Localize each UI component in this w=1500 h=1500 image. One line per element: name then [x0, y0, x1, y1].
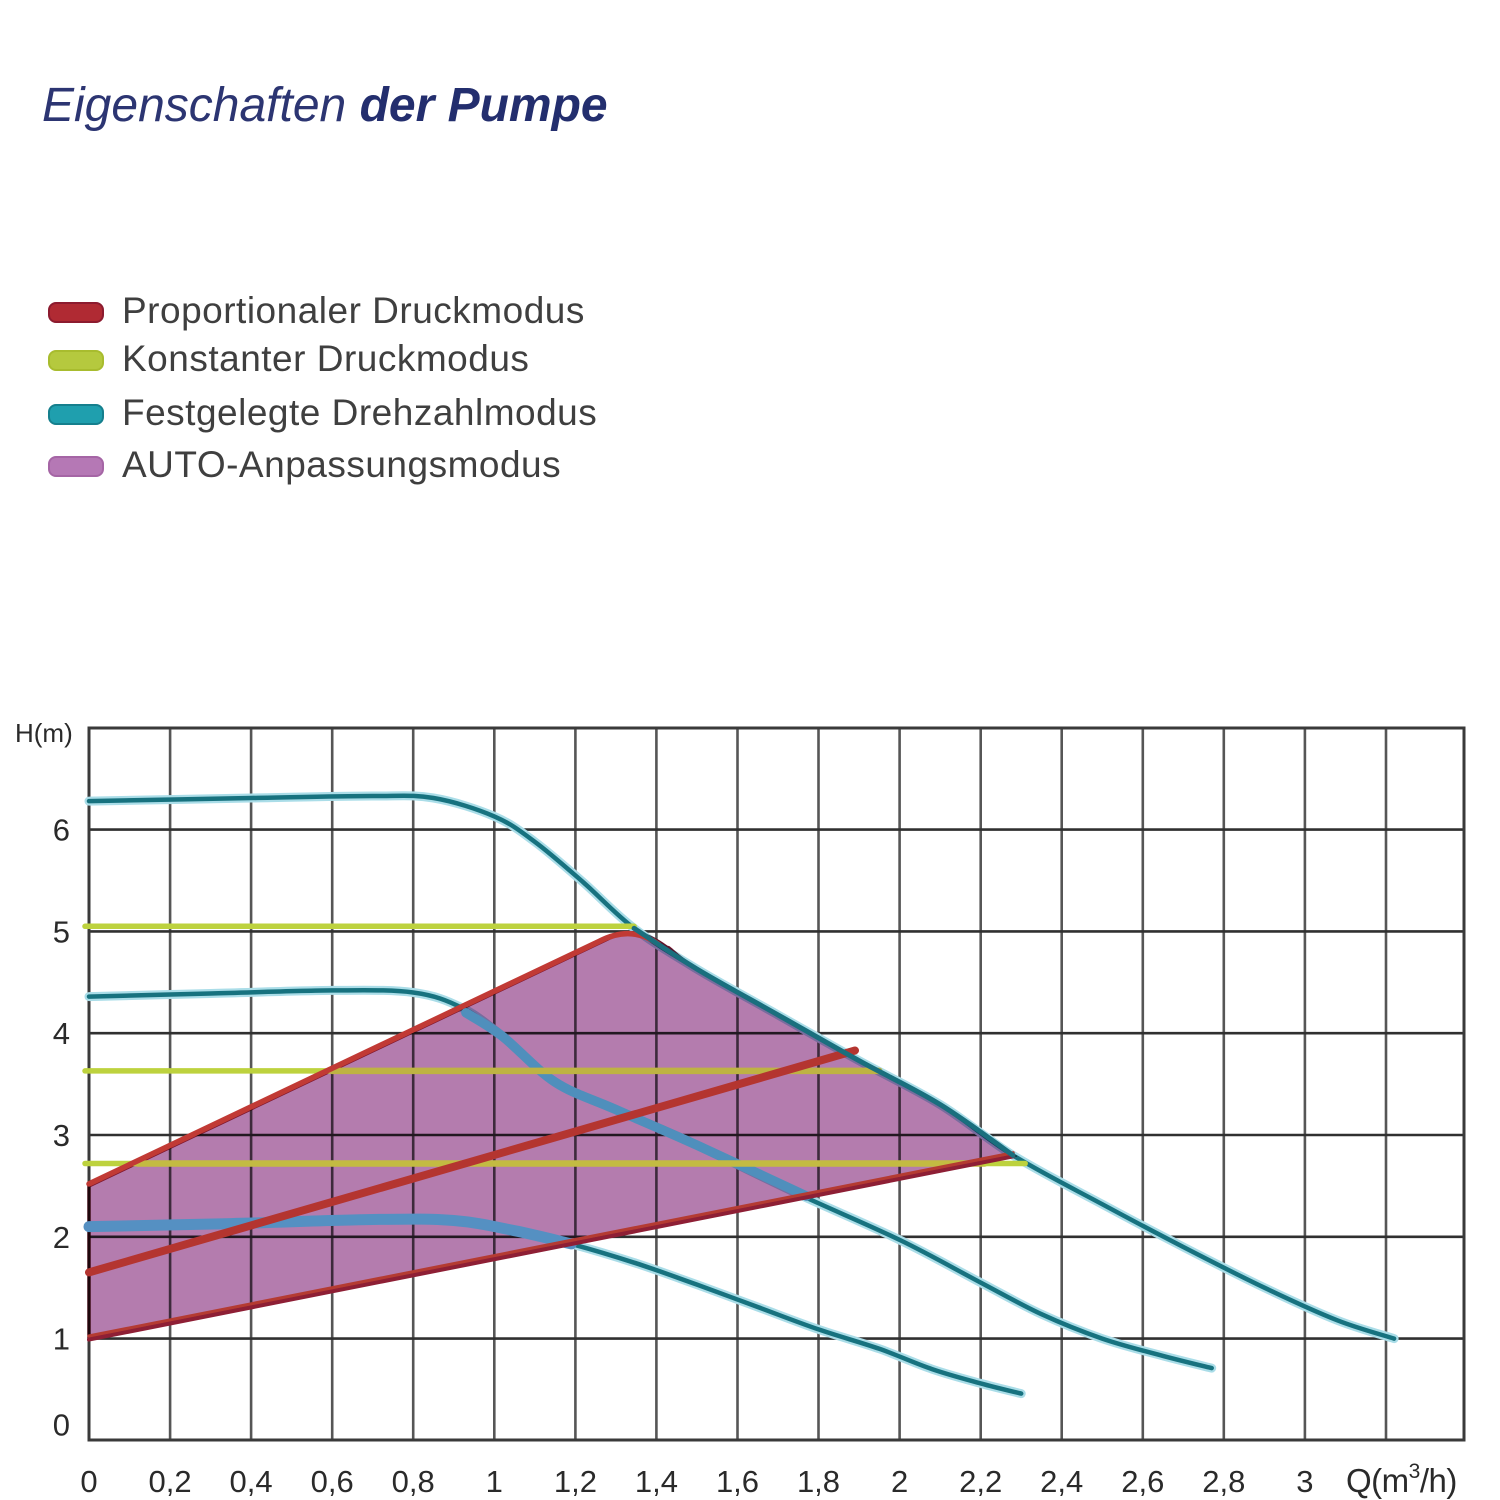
svg-text:3: 3 [1296, 1464, 1313, 1499]
svg-text:0,8: 0,8 [392, 1464, 435, 1499]
svg-text:2,2: 2,2 [959, 1464, 1002, 1499]
svg-text:2,6: 2,6 [1121, 1464, 1164, 1499]
svg-text:1,4: 1,4 [635, 1464, 678, 1499]
svg-text:H(m): H(m) [15, 718, 73, 748]
svg-text:0: 0 [53, 1407, 70, 1442]
svg-text:5: 5 [53, 914, 70, 949]
svg-text:0: 0 [80, 1464, 97, 1499]
svg-text:1,2: 1,2 [554, 1464, 597, 1499]
svg-text:1: 1 [486, 1464, 503, 1499]
svg-text:0,6: 0,6 [311, 1464, 354, 1499]
svg-text:1: 1 [53, 1322, 70, 1357]
svg-text:2,4: 2,4 [1040, 1464, 1083, 1499]
svg-text:6: 6 [53, 813, 70, 848]
svg-text:Q(m3/h): Q(m3/h) [1346, 1460, 1457, 1499]
svg-text:1,6: 1,6 [716, 1464, 759, 1499]
svg-text:0,4: 0,4 [230, 1464, 273, 1499]
svg-text:0,2: 0,2 [149, 1464, 192, 1499]
svg-text:3: 3 [53, 1118, 70, 1153]
svg-text:2,8: 2,8 [1202, 1464, 1245, 1499]
svg-text:2: 2 [53, 1220, 70, 1255]
svg-text:2: 2 [891, 1464, 908, 1499]
svg-text:1,8: 1,8 [797, 1464, 840, 1499]
svg-text:4: 4 [53, 1016, 70, 1051]
